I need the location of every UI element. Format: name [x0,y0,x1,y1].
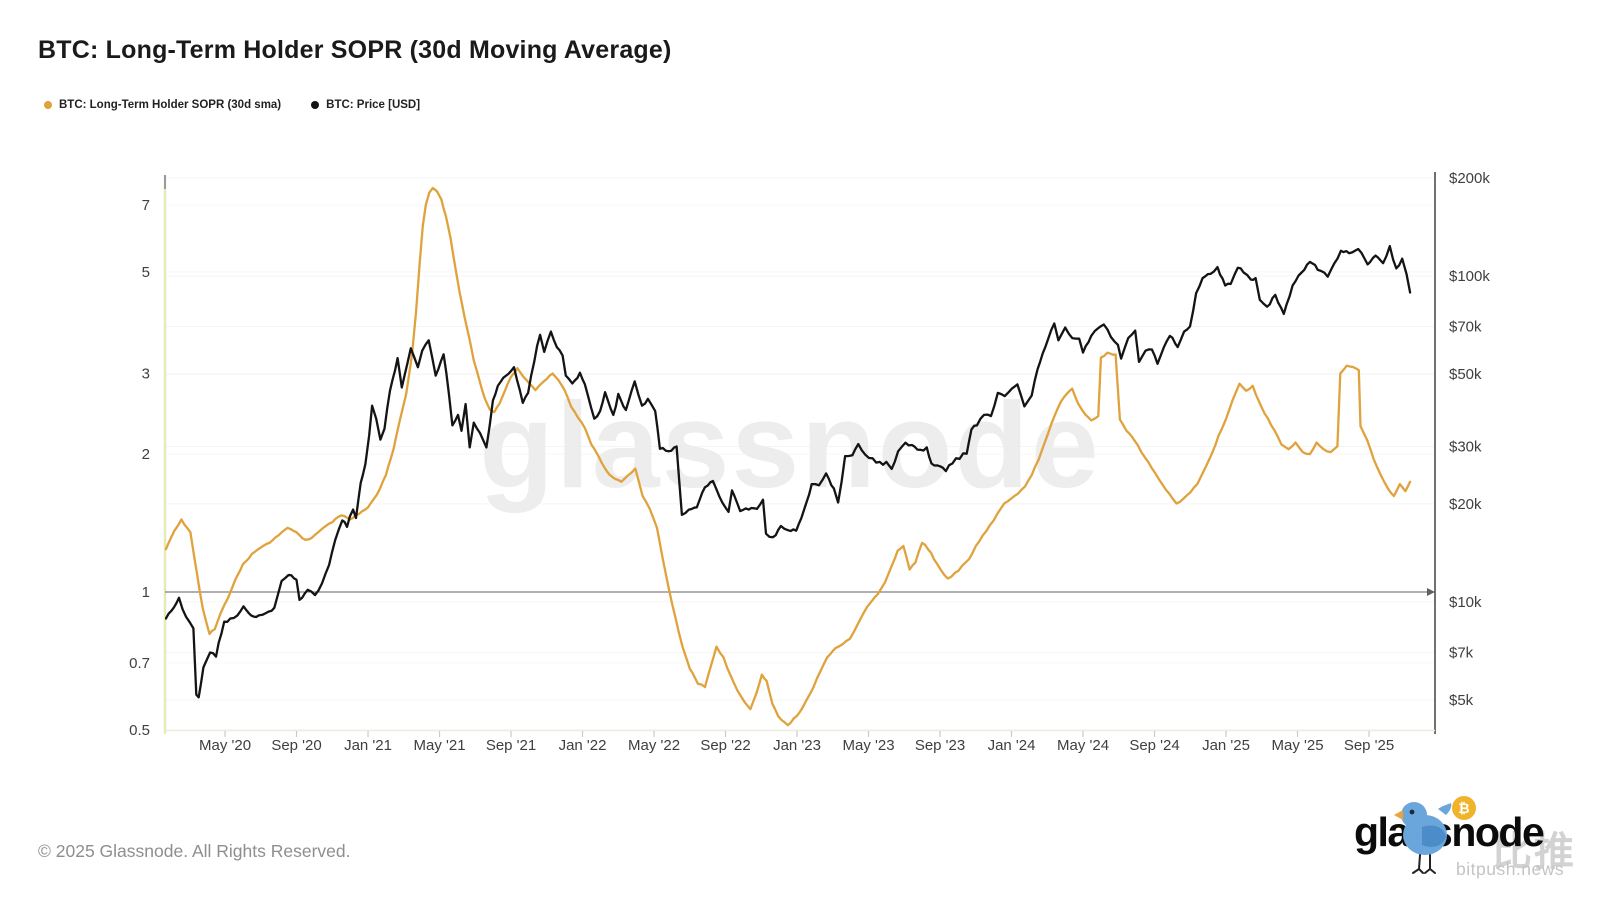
x-tick-label: Sep '25 [1344,737,1394,754]
btc-coin-icon: ₿ [1452,796,1476,820]
x-tick-label: Sep '24 [1129,737,1179,754]
x-tick-label: Sep '23 [915,737,965,754]
y-left-tick-label: 2 [142,446,150,463]
x-tick-label: Jan '23 [773,737,821,754]
bitpush-bird-icon [1394,802,1452,874]
x-tick-label: Jan '21 [344,737,392,754]
y-right-tick-label: $200k [1449,170,1490,187]
x-tick-label: May '21 [413,737,465,754]
x-tick-label: Sep '20 [271,737,321,754]
y-right-tick-label: $10k [1449,594,1482,611]
y-left-tick-label: 0.7 [129,655,150,672]
x-tick-label: Sep '22 [700,737,750,754]
y-right-tick-label: $7k [1449,644,1474,661]
glassnode-wordmark: glassnode [1354,809,1545,855]
y-left-tick-label: 1 [142,584,150,601]
x-tick-label: May '22 [628,737,680,754]
price-legend-dot-icon [311,101,320,109]
x-tick-label: May '24 [1057,737,1109,754]
sopr-legend-dot-icon [44,101,52,109]
chart-canvas[interactable]: glassnode 7 5 3 2 1 0.7 0.5 $200k $100k $70k $50k $3… [0,0,1600,790]
bitpush-cn-watermark: 比推 [1492,830,1576,874]
reference-line-arrow-icon [1427,588,1435,596]
y-left-tick-label: 0.5 [129,722,150,739]
legend: BTC: Long-Term Holder SOPR (30d sma) BTC… [44,99,420,111]
sopr-line-series [165,186,1412,727]
y-left-tick-label: 3 [142,365,150,382]
price-line-series [165,244,1412,699]
y-right-tick-label: $30k [1449,438,1482,455]
x-tick-label: May '23 [842,737,894,754]
brand-logo: 比推 glassnode ₿ bitpush.news [1340,793,1600,893]
legend-item-sopr[interactable]: BTC: Long-Term Holder SOPR (30d sma) [44,99,281,111]
x-tick-label: May '25 [1271,737,1323,754]
chart-title: BTC: Long-Term Holder SOPR (30d Moving A… [38,36,672,64]
legend-item-price[interactable]: BTC: Price [USD] [311,99,420,111]
y-left-tick-label: 5 [142,264,150,281]
y-right-tick-label: $20k [1449,496,1482,513]
x-tick-label: Jan '22 [559,737,607,754]
y-right-tick-label: $100k [1449,268,1490,285]
y-right-tick-label: $50k [1449,366,1482,383]
watermark-text: glassnode [479,377,1100,513]
legend-label-price: BTC: Price [USD] [326,99,421,111]
footer-copyright: © 2025 Glassnode. All Rights Reserved. [38,841,351,861]
y-right-tick-label: $5k [1449,692,1474,709]
legend-label-sopr: BTC: Long-Term Holder SOPR (30d sma) [59,99,282,111]
x-tick-label: May '20 [199,737,251,754]
y-left-tick-label: 7 [142,197,150,214]
x-tick-label: Sep '21 [486,737,536,754]
x-tick-label: Jan '24 [988,737,1036,754]
bitpush-site-label: bitpush.news [1456,859,1565,879]
y-right-tick-label: $70k [1449,318,1482,335]
x-tick-label: Jan '25 [1202,737,1250,754]
